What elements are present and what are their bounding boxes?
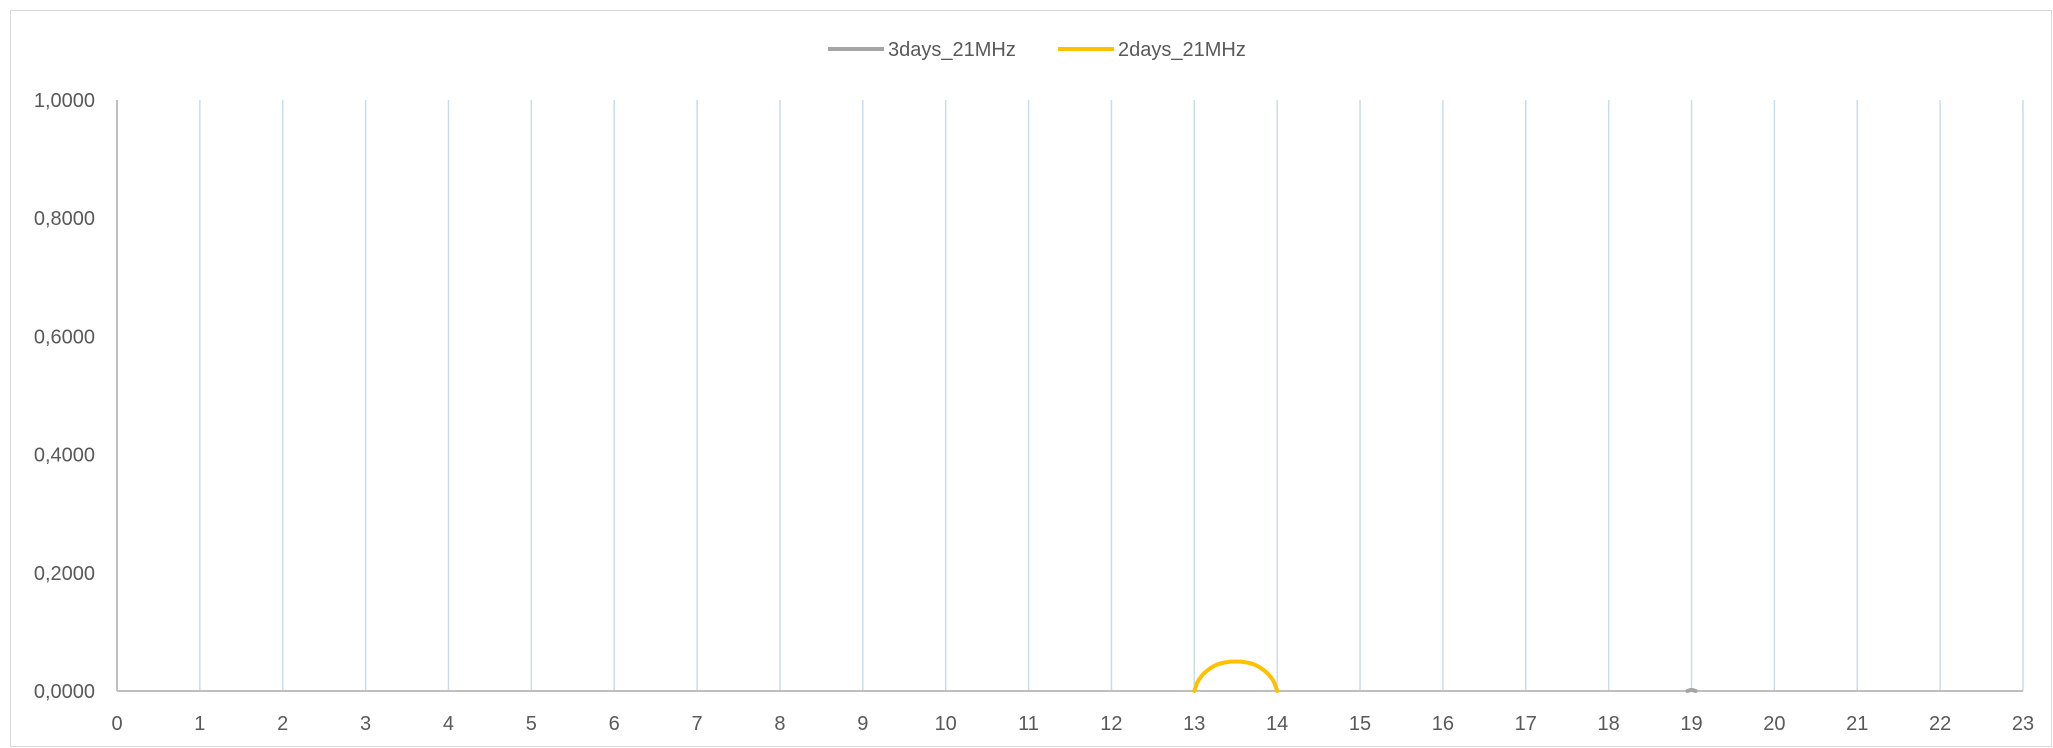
x-tick-label-20: 20 [1763,713,1785,735]
y-tick-label-2: 0,4000 [34,445,95,467]
gridlines [199,100,2024,691]
y-axis-tick-labels: 0,0000 0,2000 0,4000 0,6000 0,8000 1,0000 [34,90,95,703]
x-tick-label-15: 15 [1349,713,1371,735]
y-tick-label-1: 0,2000 [34,563,95,585]
chart-area [10,10,2052,747]
axes [116,100,2023,692]
x-tick-label-14: 14 [1266,713,1288,735]
series-line-2days_21MHz [1192,659,1280,693]
x-tick-label-18: 18 [1598,713,1620,735]
x-tick-label-8: 8 [774,713,785,735]
x-tick-label-5: 5 [526,713,537,735]
x-tick-label-17: 17 [1515,713,1537,735]
x-tick-label-23: 23 [2012,713,2034,735]
x-tick-label-3: 3 [360,713,371,735]
x-tick-label-4: 4 [443,713,454,735]
x-tick-label-9: 9 [857,713,868,735]
x-tick-label-19: 19 [1680,713,1702,735]
x-tick-label-7: 7 [692,713,703,735]
x-axis-tick-labels: 0 1 2 3 4 5 6 7 8 9 10 11 12 13 14 15 16 17 18 19 20 21 22 23 [111,713,2034,735]
x-tick-label-1: 1 [194,713,205,735]
y-tick-label-0: 0,0000 [34,681,95,703]
x-tick-label-11: 11 [1018,713,1039,735]
x-tick-label-2: 2 [277,713,288,735]
x-tick-label-6: 6 [609,713,620,735]
series-lines [1192,659,1698,693]
x-tick-label-21: 21 [1846,713,1868,735]
y-tick-label-3: 0,6000 [34,326,95,348]
x-tick-label-12: 12 [1100,713,1122,735]
x-tick-label-13: 13 [1183,713,1205,735]
legend-label-3days_21MHz: 3days_21MHz [888,39,1016,61]
y-tick-label-5: 1,0000 [34,90,95,112]
x-tick-label-22: 22 [1929,713,1951,735]
series-line-3days_21MHz [1685,687,1698,693]
y-tick-label-4: 0,8000 [34,208,95,230]
legend-label-2days_21MHz: 2days_21MHz [1118,39,1246,61]
legend: 3days_21MHz 2days_21MHz [828,39,1246,61]
x-tick-label-16: 16 [1432,713,1454,735]
x-tick-label-0: 0 [111,713,122,735]
x-tick-label-10: 10 [935,713,957,735]
